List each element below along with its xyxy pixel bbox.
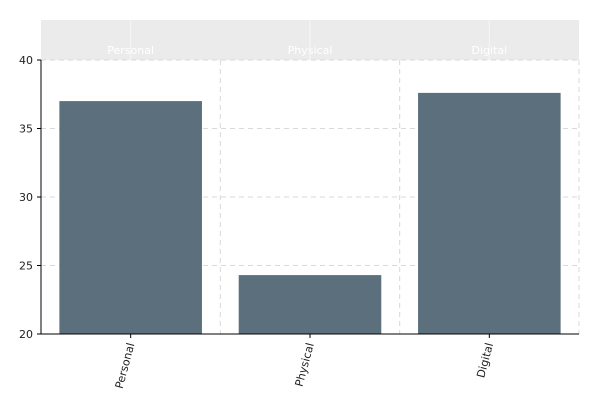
axis-layer (37, 59, 579, 338)
bar-physical (238, 275, 382, 334)
y-tick-label: 20 (19, 328, 33, 341)
y-tick-label: 30 (19, 191, 33, 204)
grid-layer (41, 59, 580, 334)
bar-digital (418, 92, 561, 334)
x-tick-label-physical: Physical (293, 341, 317, 388)
bar-layer (59, 92, 561, 334)
y-tick-label: 40 (19, 54, 33, 67)
y-tick-label: 25 (19, 260, 33, 273)
facet-strip-layer: Personal Physical Digital (41, 20, 579, 60)
y-tick-label: 35 (19, 123, 33, 136)
bar-personal (59, 101, 202, 334)
x-tick-label-personal: Personal (113, 341, 138, 390)
x-tick-label-digital: Digital (474, 341, 496, 379)
